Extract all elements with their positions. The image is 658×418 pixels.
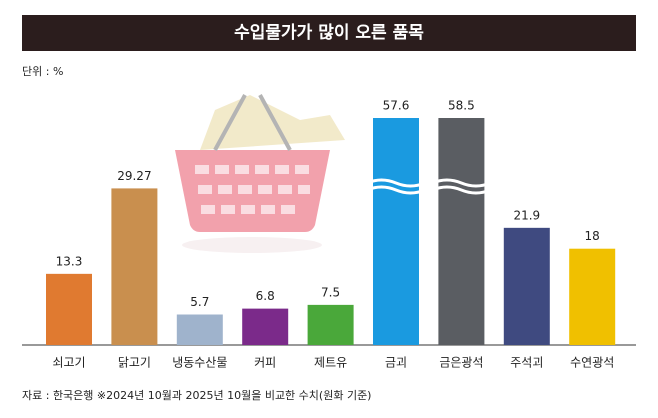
x-tick-label: 주석괴: [510, 356, 543, 370]
source-note: 자료 : 한국은행 ※2024년 10월과 2025년 10월을 비교한 수치(…: [22, 389, 371, 402]
bar: [569, 248, 616, 345]
chart-title: 수입물가가 많이 오른 품목: [234, 23, 424, 43]
value-label: 18: [585, 229, 600, 243]
bar: [111, 188, 158, 345]
bar: [503, 227, 550, 345]
axis-break: [366, 185, 426, 195]
value-label: 7.5: [321, 285, 340, 299]
x-tick-label: 커피: [254, 356, 276, 370]
bar: [242, 308, 289, 345]
value-label: 57.6: [383, 99, 410, 113]
x-tick-label: 금은광석: [439, 356, 483, 370]
x-tick-label: 수연광석: [570, 356, 614, 370]
value-label: 13.3: [56, 254, 83, 268]
value-label: 5.7: [190, 295, 209, 309]
value-label: 58.5: [448, 99, 475, 113]
bar: [373, 118, 419, 345]
x-tick-label: 제트유: [314, 356, 347, 370]
axis-break: [431, 178, 491, 188]
value-label: 21.9: [513, 208, 540, 222]
bar: [438, 118, 485, 345]
bar: [46, 273, 92, 345]
basket-illustration: [175, 94, 345, 253]
x-tick-label: 쇠고기: [52, 356, 85, 370]
x-tick-label: 금괴: [385, 356, 407, 370]
axis-break: [431, 185, 491, 195]
bar: [176, 314, 223, 345]
x-tick-label: 냉동수산물: [172, 356, 227, 370]
bar: [307, 304, 354, 345]
value-label: 29.27: [117, 169, 151, 183]
title-bar: [22, 15, 636, 51]
x-tick-label: 닭고기: [118, 356, 151, 370]
unit-label: 단위 : %: [22, 65, 63, 78]
value-label: 6.8: [256, 289, 275, 303]
axis-break: [366, 178, 426, 188]
